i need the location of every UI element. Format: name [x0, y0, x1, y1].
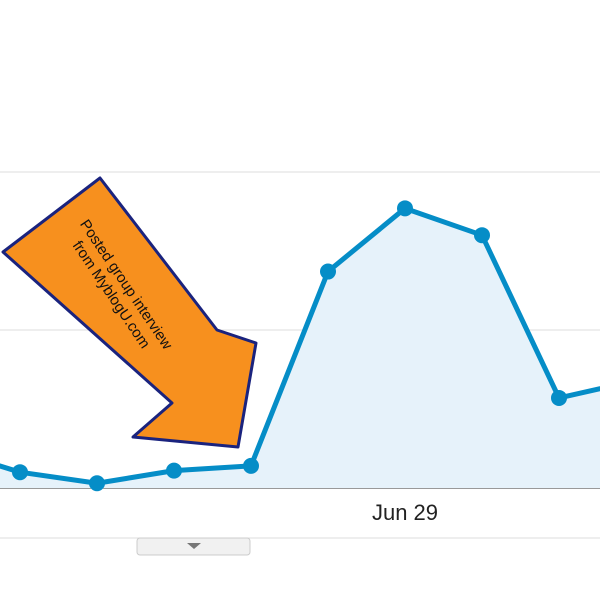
annotation-arrow — [1, 176, 258, 449]
plot-area — [0, 171, 600, 492]
point — [474, 227, 490, 244]
point — [89, 475, 105, 492]
scroll-icon — [187, 543, 201, 549]
point — [320, 263, 336, 280]
point — [12, 464, 28, 481]
annotation: Posted group interview from MyblogU.com — [1, 176, 258, 449]
line — [0, 205, 600, 486]
point — [243, 457, 259, 474]
point — [551, 389, 567, 406]
point — [397, 200, 413, 217]
x-tick-label: Jun 29 — [372, 500, 438, 525]
point — [166, 462, 182, 479]
